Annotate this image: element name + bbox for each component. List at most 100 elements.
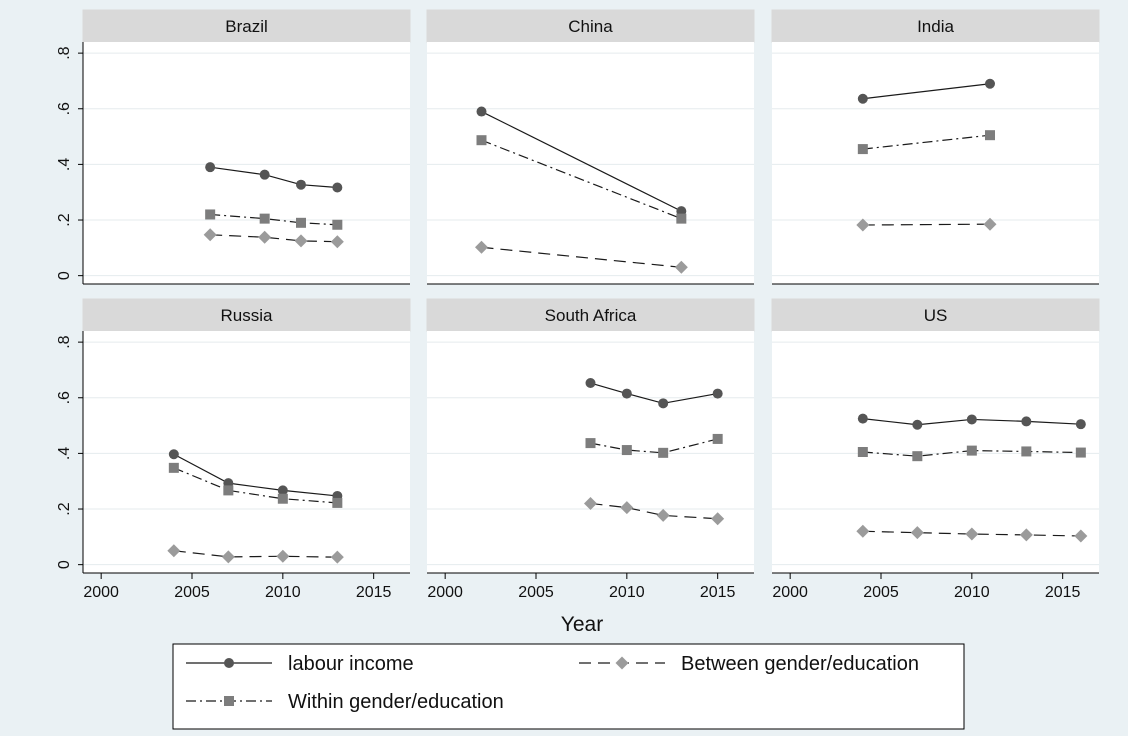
data-point-between	[983, 217, 997, 231]
data-point-labour	[476, 106, 487, 117]
data-point-between	[167, 544, 181, 558]
data-point-within	[658, 447, 669, 458]
series-line-labour	[862, 83, 991, 100]
data-point-between	[475, 240, 488, 254]
data-point-within	[585, 438, 596, 449]
legend-marker-between	[615, 656, 629, 670]
data-point-labour	[1075, 419, 1086, 430]
data-point-labour	[985, 78, 995, 89]
data-point-labour	[585, 378, 596, 389]
x-tick-label: 2000	[772, 584, 808, 601]
panel-china: China	[426, 9, 755, 285]
data-point-between	[258, 230, 272, 244]
panel-india: India	[771, 9, 1100, 285]
data-point-within	[296, 217, 306, 228]
y-tick-label: .4	[56, 447, 73, 460]
data-point-between	[221, 550, 235, 564]
data-point-within	[676, 213, 687, 224]
panel-title: China	[568, 17, 613, 36]
series-line-labour	[210, 166, 338, 189]
data-point-within	[985, 130, 995, 141]
legend-marker-labour	[224, 658, 234, 668]
legend-marker-within	[224, 696, 234, 706]
panel-title: US	[924, 306, 948, 325]
data-point-between	[856, 524, 870, 538]
series-line-between	[862, 530, 1081, 537]
data-point-labour	[205, 162, 216, 173]
series-line-between	[210, 234, 338, 243]
data-point-within	[332, 219, 343, 230]
panel-us: US 2000 2005 2010 2015	[771, 298, 1100, 601]
data-point-between	[674, 260, 688, 274]
data-point-within	[857, 144, 868, 155]
data-point-between	[711, 512, 725, 526]
series-line-within	[210, 213, 338, 226]
series-line-labour	[590, 382, 718, 404]
y-tick-label: 0	[56, 271, 73, 280]
data-point-within	[857, 447, 868, 457]
data-point-between	[276, 549, 290, 563]
legend: labour income Between gender/education Wit…	[172, 643, 965, 730]
legend-label-between: Between gender/education	[681, 653, 919, 675]
panel-title-strip	[82, 9, 411, 43]
x-tick-label: 2000	[83, 584, 119, 601]
x-tick-label: 2010	[609, 584, 645, 601]
panel-title: Brazil	[225, 17, 268, 36]
x-tick-label: 2010	[265, 584, 301, 601]
series-line-between	[590, 502, 718, 520]
y-tick-label: .8	[56, 46, 73, 59]
series-line-within	[481, 139, 682, 220]
data-point-between	[1074, 529, 1088, 543]
data-point-within	[476, 135, 487, 146]
data-point-labour	[712, 388, 723, 399]
series-line-between	[862, 223, 991, 226]
series-line-within	[862, 134, 991, 150]
data-point-labour	[676, 206, 687, 217]
data-point-labour	[1021, 416, 1032, 427]
series-line-between	[173, 550, 338, 558]
legend-label-labour: labour income	[288, 653, 414, 675]
x-tick-label: 2000	[427, 584, 463, 601]
data-point-between	[620, 501, 634, 515]
y-tick-label: .2	[56, 213, 73, 226]
x-axis-title: Year	[561, 613, 603, 636]
data-point-within	[1075, 447, 1086, 458]
data-point-between	[330, 235, 344, 249]
legend-label-within: Within gender/education	[288, 691, 504, 713]
y-tick-label: 0	[56, 560, 73, 569]
data-point-within	[912, 451, 923, 462]
panel-title-strip	[426, 9, 755, 43]
data-point-within	[332, 497, 343, 508]
data-point-within	[168, 462, 179, 473]
plot-area	[83, 42, 410, 284]
plot-area	[83, 331, 410, 573]
y-tick-label: .2	[56, 502, 73, 515]
y-tick-label: .6	[56, 391, 73, 404]
data-point-between	[294, 234, 308, 248]
data-point-between	[856, 218, 870, 232]
series-line-between	[481, 246, 682, 268]
data-point-within	[621, 445, 632, 456]
plot-area	[772, 42, 1099, 284]
data-point-within	[712, 433, 723, 444]
data-point-labour	[912, 419, 923, 430]
y-tick-label: .4	[56, 158, 73, 171]
data-point-between	[965, 527, 979, 541]
x-tick-label: 2005	[863, 584, 899, 601]
data-point-labour	[857, 413, 868, 424]
data-point-within	[259, 213, 270, 224]
data-point-within	[205, 209, 216, 220]
data-point-within	[966, 445, 977, 456]
y-tick-label: .8	[56, 335, 73, 348]
data-point-labour	[259, 169, 270, 180]
series-line-within	[173, 467, 338, 504]
data-point-labour	[621, 388, 632, 399]
panel-title: India	[917, 17, 954, 36]
data-point-between	[656, 508, 670, 522]
data-point-within	[223, 485, 234, 496]
series-line-within	[590, 438, 718, 454]
data-point-labour	[966, 414, 977, 425]
data-point-within	[277, 493, 288, 504]
data-point-between	[584, 496, 597, 510]
